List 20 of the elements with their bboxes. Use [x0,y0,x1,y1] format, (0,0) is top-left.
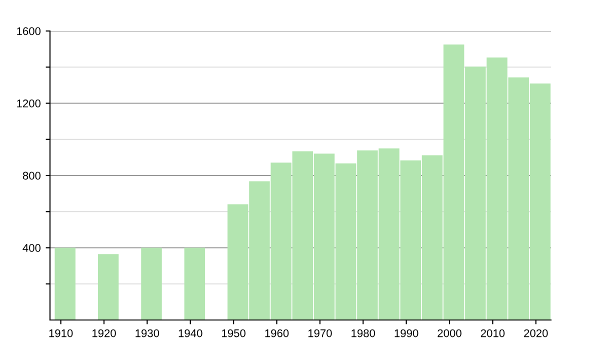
x-tick-label: 1910 [49,329,73,338]
x-tick-label: 1950 [222,329,246,338]
x-tick-label: 1920 [92,329,116,338]
y-tick-label: 800 [22,172,41,180]
bar [98,254,119,320]
bar [184,248,206,320]
x-tick-label: 1990 [394,329,418,338]
x-tick-label: 1940 [178,329,202,338]
x-tick-label: 1970 [308,329,332,338]
x-tick-label: 2000 [438,329,462,338]
x-tick-label: 2010 [480,329,505,338]
x-tick-label: 1960 [265,329,289,338]
y-tick-label: 1200 [17,100,41,108]
x-tick-label: 1930 [136,329,160,338]
bar [141,248,162,320]
y-tick-label: 400 [22,244,41,252]
y-tick-label: 1600 [17,27,41,36]
bar [54,248,76,320]
x-tick-label: 2020 [524,329,548,338]
x-tick-label: 1980 [352,329,376,338]
